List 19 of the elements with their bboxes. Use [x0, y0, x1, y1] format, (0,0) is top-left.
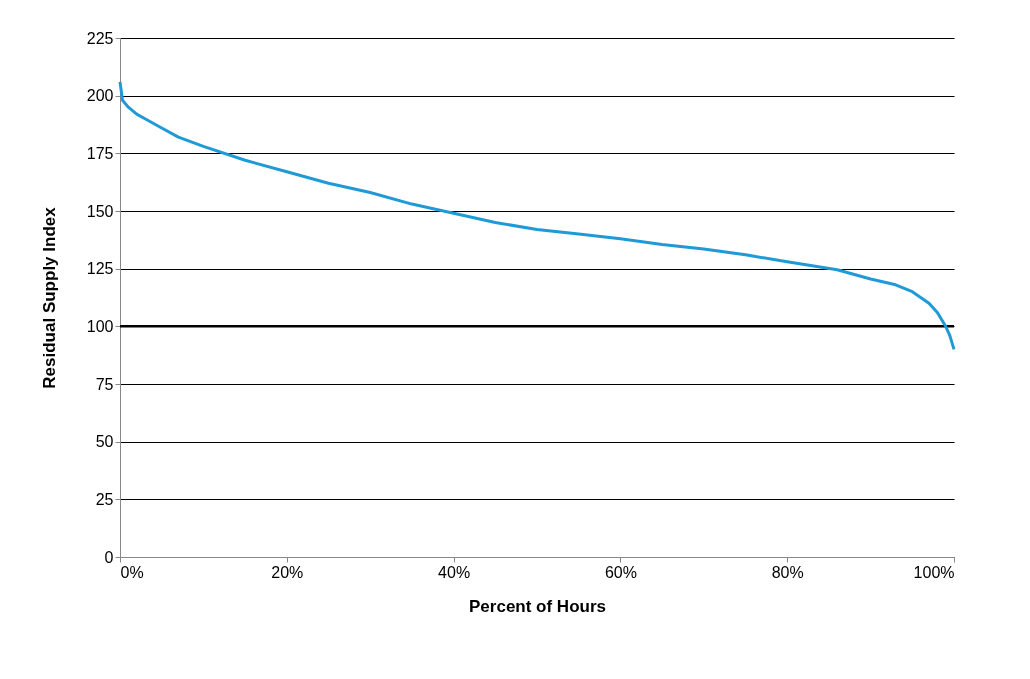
line-series: [118, 80, 956, 351]
x-tick-label: 0%: [120, 563, 144, 581]
y-tick-label: 125: [86, 260, 114, 278]
y-tick-label: 25: [95, 490, 114, 508]
y-tick-label: 175: [86, 144, 114, 162]
x-tick-label: 40%: [438, 563, 471, 581]
y-tick-label: 0: [104, 548, 114, 566]
y-tick-label: 200: [86, 87, 114, 105]
x-tick-label: 60%: [604, 563, 637, 581]
x-tick-label: 100%: [913, 563, 955, 581]
y-tick-label: 50: [95, 433, 114, 451]
x-tick-label: 80%: [771, 563, 804, 581]
y-tick-label: 100: [86, 317, 114, 335]
y-axis-title: Residual Supply Index: [39, 206, 59, 389]
x-axis-title: Percent of Hours: [469, 596, 606, 616]
y-tick-label: 75: [95, 375, 114, 393]
y-tick-label: 150: [86, 202, 114, 220]
y-tick-label: 225: [86, 29, 114, 47]
x-tick-label: 20%: [271, 563, 304, 581]
